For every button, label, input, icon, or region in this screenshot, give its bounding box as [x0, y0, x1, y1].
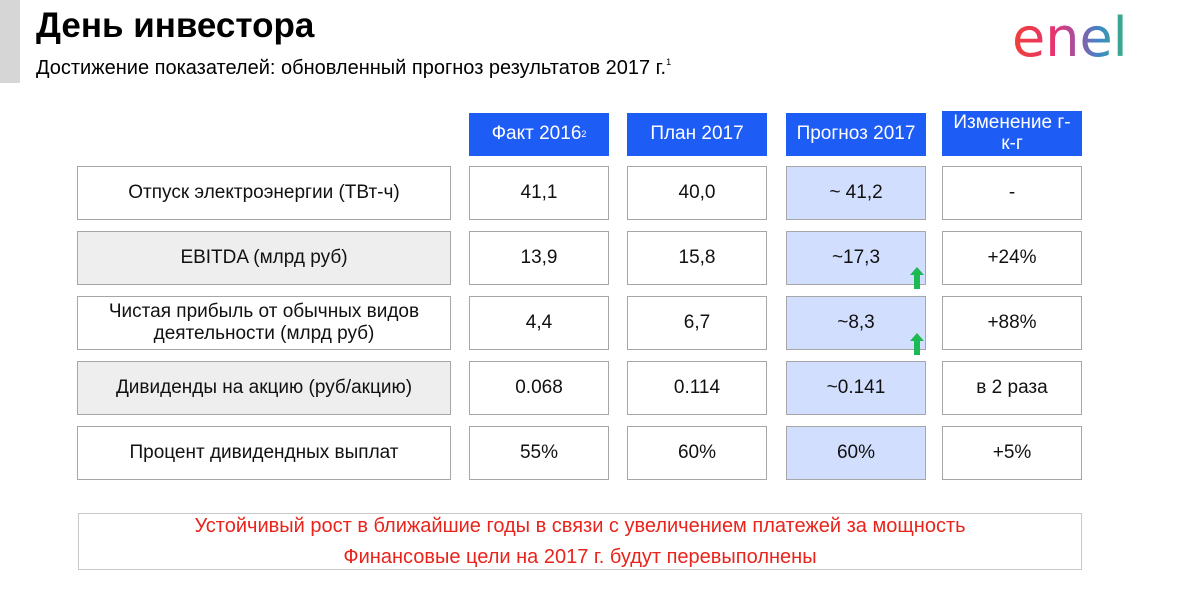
- row-label-dividend-per-share: Дивиденды на акцию (руб/акцию): [77, 361, 451, 415]
- page-title: День инвестора: [36, 6, 315, 45]
- logo-lettering: enel: [1012, 6, 1128, 68]
- subtitle-text: Достижение показателей: обновленный прог…: [36, 57, 667, 79]
- cell-fact-2016: 41,1: [469, 166, 609, 220]
- conclusion-box: Устойчивый рост в ближайшие годы в связи…: [78, 513, 1082, 570]
- cell-change-yoy: +5%: [942, 426, 1082, 480]
- cell-change-yoy: в 2 раза: [942, 361, 1082, 415]
- column-header-footnote: 2: [581, 128, 587, 139]
- cell-forecast-2017: ~17,3: [786, 231, 926, 285]
- column-header-fact-2016: Факт 2016 2: [469, 113, 609, 156]
- column-header-label: Факт 2016: [491, 123, 582, 145]
- conclusion-line-1: Устойчивый рост в ближайшие годы в связи…: [194, 514, 966, 537]
- conclusion-line-2: Финансовые цели на 2017 г. будут перевып…: [343, 545, 817, 568]
- up-arrow-icon: [910, 333, 924, 355]
- column-header-change-yoy: Изменение г-к-г: [942, 111, 1082, 156]
- cell-plan-2017: 0.114: [627, 361, 767, 415]
- up-arrow-icon: [910, 267, 924, 289]
- row-label-power-output: Отпуск электроэнергии (ТВт-ч): [77, 166, 451, 220]
- subtitle-footnote: 1: [666, 57, 672, 67]
- cell-fact-2016: 13,9: [469, 231, 609, 285]
- cell-change-yoy: -: [942, 166, 1082, 220]
- column-header-forecast-2017: Прогноз 2017: [786, 113, 926, 156]
- cell-forecast-2017: ~8,3: [786, 296, 926, 350]
- row-label-ebitda: EBITDA (млрд руб): [77, 231, 451, 285]
- cell-fact-2016: 4,4: [469, 296, 609, 350]
- cell-fact-2016: 0.068: [469, 361, 609, 415]
- cell-forecast-2017: ~0.141: [786, 361, 926, 415]
- title-accent-bar: [0, 0, 20, 83]
- cell-plan-2017: 40,0: [627, 166, 767, 220]
- enel-logo: enel: [1012, 6, 1128, 68]
- cell-plan-2017: 15,8: [627, 231, 767, 285]
- cell-change-yoy: +88%: [942, 296, 1082, 350]
- cell-fact-2016: 55%: [469, 426, 609, 480]
- page-subtitle: Достижение показателей: обновленный прог…: [36, 57, 671, 80]
- row-label-payout-ratio: Процент дивидендных выплат: [77, 426, 451, 480]
- cell-forecast-2017: 60%: [786, 426, 926, 480]
- row-label-net-profit: Чистая прибыль от обычных видов деятельн…: [77, 296, 451, 350]
- column-header-plan-2017: План 2017: [627, 113, 767, 156]
- cell-plan-2017: 6,7: [627, 296, 767, 350]
- cell-forecast-2017: ~ 41,2: [786, 166, 926, 220]
- cell-change-yoy: +24%: [942, 231, 1082, 285]
- cell-plan-2017: 60%: [627, 426, 767, 480]
